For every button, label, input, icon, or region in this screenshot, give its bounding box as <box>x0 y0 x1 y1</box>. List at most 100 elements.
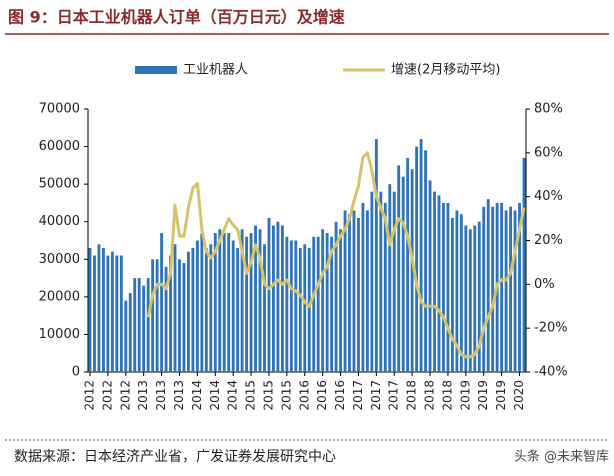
bar <box>195 240 199 372</box>
bar <box>187 251 190 372</box>
legend-label: 增速(2月移动平均) <box>391 63 500 78</box>
x-tick-label: 2013 <box>172 380 186 411</box>
bar <box>428 180 432 372</box>
x-tick-label: 2012 <box>100 380 114 411</box>
bar <box>374 139 378 372</box>
bar <box>294 240 298 372</box>
bar <box>388 184 392 372</box>
x-tick-label: 2012 <box>118 380 132 411</box>
bar <box>513 210 517 372</box>
bar <box>491 206 495 372</box>
bar <box>424 150 427 372</box>
bar <box>482 206 486 372</box>
bar <box>200 232 204 372</box>
bar <box>415 146 419 372</box>
bar <box>231 240 235 372</box>
x-tick-label: 2017 <box>351 380 365 411</box>
bar <box>321 229 325 372</box>
bar <box>276 221 280 372</box>
x-tick-label: 2013 <box>154 380 168 411</box>
y2-tick-label: -20% <box>534 321 568 336</box>
bar <box>133 278 137 372</box>
x-tick-label: 2018 <box>405 380 419 411</box>
bar <box>263 244 266 372</box>
x-tick-label: 2019 <box>458 380 472 411</box>
bar <box>446 202 450 372</box>
bar <box>164 266 168 372</box>
source-note: 数据来源：日本经济产业省，广发证券发展研究中心 <box>14 449 336 465</box>
x-tick-label: 2015 <box>279 380 293 411</box>
y2-tick-label: -40% <box>534 365 568 380</box>
bar <box>151 259 155 372</box>
bar <box>330 236 334 372</box>
bar <box>97 244 101 372</box>
bar <box>392 191 396 372</box>
x-tick-label: 2016 <box>297 380 311 411</box>
watermark: 头条 @未来智库 <box>514 449 609 465</box>
bar <box>361 202 365 372</box>
bar <box>227 232 231 372</box>
bar <box>289 240 293 372</box>
bar <box>352 210 356 372</box>
bar <box>285 236 289 372</box>
legend-swatch <box>135 66 177 74</box>
bar <box>522 157 526 372</box>
bar <box>258 229 262 372</box>
bar <box>410 169 414 372</box>
bar <box>455 210 459 372</box>
legend-label: 工业机器人 <box>183 63 248 78</box>
y2-tick-label: 80% <box>534 102 563 117</box>
bar <box>365 210 369 372</box>
bar <box>433 191 436 372</box>
y2-tick-label: 0% <box>534 277 555 292</box>
bar <box>128 293 132 372</box>
bar <box>464 225 468 372</box>
y-tick-label: 60000 <box>39 139 80 154</box>
x-tick-label: 2014 <box>226 380 240 411</box>
bar <box>209 244 213 372</box>
bar <box>249 232 253 372</box>
x-tick-label: 2016 <box>315 380 329 411</box>
bar <box>218 229 222 372</box>
x-tick-label: 2014 <box>208 380 222 411</box>
x-tick-label: 2019 <box>476 380 490 411</box>
x-tick-label: 2019 <box>494 380 508 411</box>
bar <box>509 206 513 372</box>
x-tick-label: 2012 <box>83 380 97 411</box>
bar <box>518 202 521 372</box>
bar <box>307 248 311 372</box>
bar <box>370 191 374 372</box>
bar <box>383 202 387 372</box>
x-tick-label: 2018 <box>423 380 437 411</box>
bar <box>442 202 445 372</box>
y-tick-label: 70000 <box>39 102 80 117</box>
bar <box>110 251 114 372</box>
growth-line <box>146 151 526 359</box>
bar <box>155 259 159 372</box>
y2-tick-label: 60% <box>534 145 563 160</box>
y-tick-label: 10000 <box>39 327 80 342</box>
x-tick-label: 2015 <box>261 380 275 411</box>
x-tick-label: 2017 <box>387 380 401 411</box>
bar <box>267 217 271 372</box>
bar <box>222 232 226 372</box>
bar <box>169 255 172 372</box>
bar <box>397 165 401 372</box>
bar <box>213 232 217 372</box>
bar <box>240 229 244 372</box>
y2-tick-label: 40% <box>534 189 563 204</box>
bar <box>106 255 110 372</box>
bar <box>401 176 405 372</box>
bar <box>406 157 410 372</box>
bar <box>173 244 177 372</box>
bar <box>325 232 329 372</box>
bar <box>500 202 504 372</box>
bar <box>146 278 150 372</box>
bar <box>101 248 105 372</box>
bar <box>312 236 316 372</box>
x-tick-label: 2017 <box>369 380 383 411</box>
x-tick-label: 2018 <box>440 380 454 411</box>
bar <box>245 236 249 372</box>
bar <box>160 232 164 372</box>
